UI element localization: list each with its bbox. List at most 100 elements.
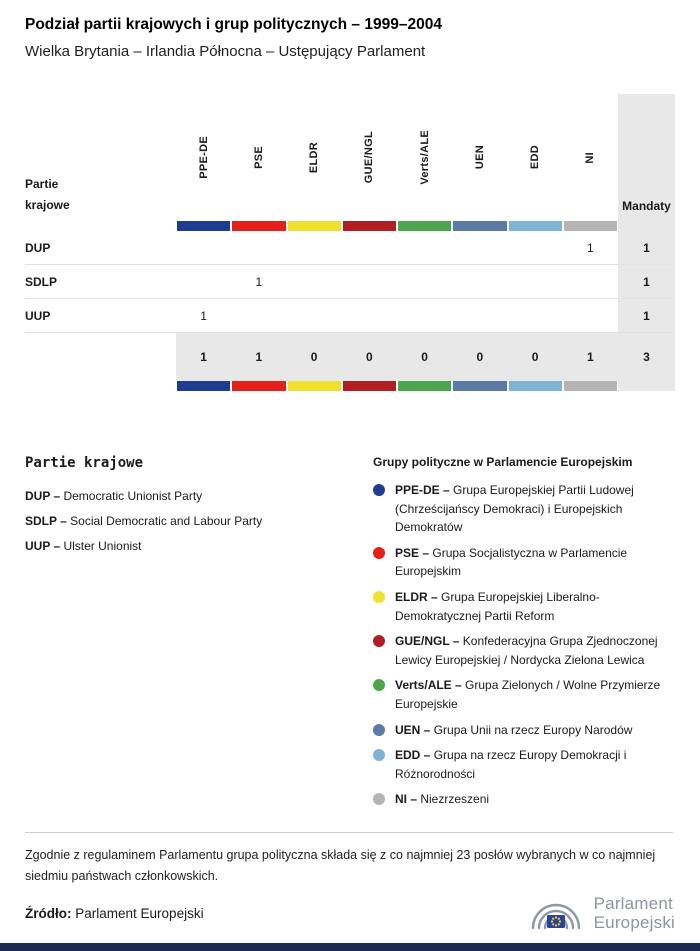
party-legend-item: DUP – Democratic Unionist Party	[25, 489, 203, 503]
group-legend-item: GUE/NGL – Konfederacyjna Grupa Zjednoczo…	[373, 632, 675, 669]
group-header-label: GUE/NGL	[363, 131, 376, 184]
color-bar	[287, 221, 341, 231]
source-row: Źródło: Parlament Europejski	[25, 891, 675, 935]
legend-dot	[373, 749, 385, 762]
group-header: NI	[563, 94, 618, 221]
total-cell: 0	[507, 333, 563, 381]
legend-dot	[373, 635, 385, 648]
group-legend-heading: Grupy polityczne w Parlamencie Europejsk…	[373, 455, 633, 469]
legend-dot	[373, 723, 385, 736]
color-bar-cell	[231, 221, 286, 231]
value-cell	[341, 265, 397, 299]
party-name-cell: SDLP	[25, 265, 176, 299]
party-legend-item: SDLP – Social Democratic and Labour Part…	[25, 514, 263, 528]
group-legend-text: PSE – Grupa Socjalistyczna w Parlamencie…	[395, 545, 628, 579]
group-legend-text: ELDR – Grupa Europejskiej Liberalno-Demo…	[395, 589, 600, 623]
ep-logo-line1: Parlament	[593, 893, 673, 913]
value-cell	[286, 231, 342, 265]
party-legend-items: DUP – Democratic Unionist Party SDLP – So…	[25, 489, 373, 553]
value-cell	[562, 265, 618, 299]
value-cell	[452, 265, 508, 299]
group-legend-text: UEN – Grupa Unii na rzecz Europy Narodów	[395, 722, 633, 737]
value-cell	[176, 265, 232, 299]
legend-dot	[373, 546, 385, 559]
group-header: PSE	[231, 94, 286, 221]
color-bar-cell	[563, 221, 618, 231]
legend-dot	[373, 793, 385, 806]
color-bar	[563, 381, 617, 391]
group-code: PSE –	[395, 545, 433, 560]
value-cell	[452, 231, 508, 265]
group-code: Verts/ALE –	[395, 678, 466, 693]
color-bar	[232, 221, 286, 231]
source-text: Źródło: Parlament Europejski	[25, 906, 204, 921]
color-bar	[398, 221, 452, 231]
color-bar-cell	[287, 381, 342, 391]
bars-spacer	[25, 381, 176, 391]
parties-table: Partie krajowe PPE-DE PSE ELDR GUE/NGL Verts/A…	[25, 94, 675, 391]
group-header: ELDR	[287, 94, 342, 221]
color-bar	[177, 221, 231, 231]
total-cell: 1	[562, 333, 618, 381]
bars-mandaty-cell	[618, 381, 675, 391]
color-bar-cell	[342, 221, 397, 231]
group-legend-text: PPE-DE – Grupa Europejskiej Partii Ludow…	[395, 483, 634, 535]
page: Podział partii krajowych i grup politycz…	[25, 16, 675, 932]
party-name-cell: DUP	[25, 231, 176, 265]
value-cell	[397, 231, 453, 265]
color-bar	[508, 381, 562, 391]
color-bar-cell	[287, 221, 342, 231]
color-bar-cell	[342, 381, 397, 391]
value-cell	[452, 299, 508, 333]
ep-logo: Parlament Europejski	[528, 891, 675, 935]
color-bar-cell	[452, 221, 507, 231]
first-col-header-line: krajowe	[25, 198, 70, 213]
legend-dot	[373, 484, 385, 496]
color-bar-cell	[397, 381, 452, 391]
group-code: NI –	[395, 792, 421, 807]
color-bar	[453, 221, 507, 231]
value-cell	[341, 231, 397, 265]
value-cell	[562, 299, 618, 333]
total-cell: 1	[176, 333, 232, 381]
group-header-label: Verts/ALE	[418, 130, 431, 185]
mandaty-value-cell: 1	[618, 299, 675, 333]
mandaty-total-cell: 3	[618, 333, 675, 381]
color-bar	[508, 221, 562, 231]
total-cell: 0	[286, 333, 342, 381]
value-cell	[286, 299, 342, 333]
color-bar-cell	[231, 381, 286, 391]
group-legend-item: PPE-DE – Grupa Europejskiej Partii Ludow…	[373, 481, 675, 537]
group-header: GUE/NGL	[342, 94, 397, 221]
value-cell	[286, 265, 342, 299]
group-code: PPE-DE –	[395, 483, 454, 497]
group-code: GUE/NGL –	[395, 634, 463, 649]
value-cell	[341, 299, 397, 333]
color-bar-cell	[176, 221, 231, 231]
group-legend-item: UEN – Grupa Unii na rzecz Europy Narodów	[373, 721, 675, 740]
total-cell: 1	[231, 333, 287, 381]
value-cell	[507, 231, 563, 265]
color-bar	[563, 221, 617, 231]
value-cell: 1	[562, 231, 618, 265]
group-legend-text: Verts/ALE – Grupa Zielonych / Wolne Przy…	[395, 678, 661, 711]
mandaty-value-cell: 1	[618, 231, 675, 265]
group-legend-items: PPE-DE – Grupa Europejskiej Partii Ludow…	[373, 481, 675, 809]
group-header: UEN	[452, 94, 507, 221]
group-legend-text: GUE/NGL – Konfederacyjna Grupa Zjednoczo…	[395, 634, 658, 667]
group-header: PPE-DE	[176, 94, 231, 221]
group-header: EDD	[508, 94, 563, 221]
total-cell: 0	[452, 333, 508, 381]
group-code: UEN –	[395, 722, 434, 737]
mandaty-value-cell: 1	[618, 265, 675, 299]
mandaty-header: Mandaty	[618, 94, 675, 221]
group-legend-text: EDD – Grupa na rzecz Europy Demokracji i…	[395, 748, 627, 781]
legend-dot	[373, 679, 385, 692]
color-bar	[398, 381, 452, 391]
value-cell	[176, 231, 232, 265]
total-cell: 0	[397, 333, 453, 381]
group-header-label: NI	[584, 151, 597, 164]
legend-section: Partie krajowe DUP – Democratic Unionist…	[25, 455, 675, 816]
color-bar	[177, 381, 231, 391]
color-bar-cell	[176, 381, 231, 391]
